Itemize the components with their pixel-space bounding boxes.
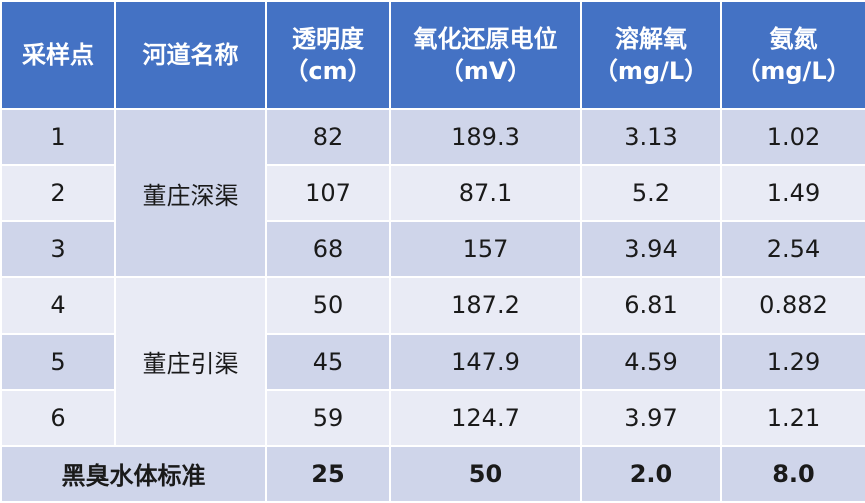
header-cell: 河道名称: [116, 2, 265, 108]
cell: 187.2: [391, 278, 580, 333]
cell: 50: [267, 278, 389, 333]
cell: 3: [2, 222, 114, 277]
cell: 82: [267, 110, 389, 165]
cell: 2: [2, 166, 114, 221]
cell: 0.882: [722, 278, 865, 333]
header-cell: 氧化还原电位（mV）: [391, 2, 580, 108]
cell: 1.29: [722, 334, 865, 389]
cell: 3.97: [582, 390, 720, 445]
header-cell: 透明度（cm）: [267, 2, 389, 108]
table-row: 4 董庄引渠 50 187.2 6.81 0.882: [2, 278, 865, 445]
standard-cell: 50: [391, 446, 580, 501]
cell: 59: [267, 390, 389, 445]
cell: 4: [2, 278, 114, 333]
table-row: 2 107 87.1 5.2 1.49: [2, 166, 865, 221]
header-row: 采样点 河道名称 透明度（cm） 氧化还原电位（mV） 溶解氧（mg/L） 氨氮（mg/L…: [2, 2, 865, 108]
cell: 6: [2, 390, 114, 445]
cell: 87.1: [391, 166, 580, 221]
cell: 5.2: [582, 166, 720, 221]
standard-cell: 8.0: [722, 446, 865, 501]
channel-cell: 董庄深渠: [116, 110, 265, 277]
cell: 2.54: [722, 222, 865, 277]
table-body: 1 董庄深渠 82 189.3 3.13 1.02 2 107 87.1 5.2 1.49 3 68 15…: [2, 110, 865, 501]
cell: 3.94: [582, 222, 720, 277]
header-cell: 采样点: [2, 2, 114, 108]
cell: 189.3: [391, 110, 580, 165]
cell: 1.49: [722, 166, 865, 221]
cell: 1: [2, 110, 114, 165]
table-row: 6 59 124.7 3.97 1.21: [2, 390, 865, 445]
cell: 157: [391, 222, 580, 277]
cell: 147.9: [391, 334, 580, 389]
header-cell: 溶解氧（mg/L）: [582, 2, 720, 108]
cell: 45: [267, 334, 389, 389]
cell: 3.13: [582, 110, 720, 165]
header-cell: 氨氮（mg/L）: [722, 2, 865, 108]
standard-cell: 2.0: [582, 446, 720, 501]
standard-label: 黑臭水体标准: [2, 446, 265, 501]
table-row: 1 董庄深渠 82 189.3 3.13 1.02: [2, 110, 865, 277]
cell: 1.02: [722, 110, 865, 165]
table-row: 3 68 157 3.94 2.54: [2, 222, 865, 277]
cell: 107: [267, 166, 389, 221]
cell: 1.21: [722, 390, 865, 445]
table-row: 5 45 147.9 4.59 1.29: [2, 334, 865, 389]
standard-row: 黑臭水体标准 25 50 2.0 8.0: [2, 446, 865, 501]
cell: 124.7: [391, 390, 580, 445]
cell: 4.59: [582, 334, 720, 389]
cell: 6.81: [582, 278, 720, 333]
standard-cell: 25: [267, 446, 389, 501]
cell: 5: [2, 334, 114, 389]
cell: 68: [267, 222, 389, 277]
channel-cell: 董庄引渠: [116, 278, 265, 445]
